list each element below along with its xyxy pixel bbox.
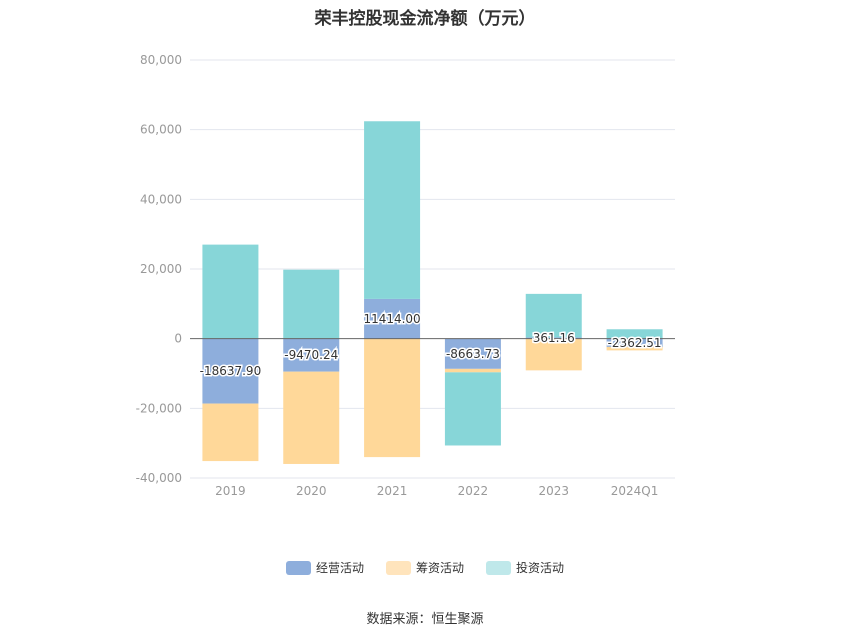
y-axis-ticks: -40,000 -20,000 0 20,000 40,000 60,000 80,000 — [136, 53, 182, 485]
bar-financing-2021[interactable] — [364, 338, 421, 458]
legend-item-operating[interactable]: 经营活动 — [285, 559, 364, 576]
data-label-operating: -18637.90 — [200, 364, 262, 378]
legend-label-investing: 投资活动 — [516, 561, 565, 575]
bar-investing-2020[interactable] — [283, 269, 340, 339]
bar-financing-2024Q1[interactable] — [606, 346, 663, 351]
y-tick-label: -40,000 — [136, 471, 182, 485]
legend-label-operating: 经营活动 — [315, 561, 364, 575]
x-tick-label: 2024Q1 — [611, 484, 659, 498]
bar-investing-2019[interactable] — [202, 244, 259, 339]
legend-label-financing: 筹资活动 — [415, 561, 464, 575]
y-tick-label: 40,000 — [140, 192, 182, 206]
legend-swatch-financing — [385, 560, 411, 575]
x-tick-label: 2023 — [538, 484, 569, 498]
x-tick-label: 2021 — [377, 484, 408, 498]
data-labels: -18637.90 -9470.24 11414.00 -8663.73 361.16 -… — [198, 310, 663, 379]
legend: 经营活动 筹资活动 投资活动 — [0, 559, 850, 576]
x-axis-ticks: 2019 2020 2021 2022 2023 2024Q1 — [215, 484, 658, 498]
x-tick-label: 2022 — [458, 484, 489, 498]
chart-title: 荣丰控股现金流净额（万元） — [314, 9, 536, 29]
y-tick-label: 60,000 — [140, 123, 182, 137]
data-label-operating: -2362.51 — [608, 336, 662, 350]
bar-operating-2023[interactable] — [525, 337, 582, 339]
bar-financing-2019[interactable] — [202, 403, 259, 462]
bar-financing-2022[interactable] — [444, 368, 501, 373]
legend-item-financing[interactable]: 筹资活动 — [385, 559, 464, 576]
gridlines — [190, 59, 675, 479]
bar-operating-2020[interactable] — [283, 338, 340, 372]
bar-financing-2023[interactable] — [525, 338, 582, 371]
y-tick-label: 20,000 — [140, 262, 182, 276]
legend-item-investing[interactable]: 投资活动 — [486, 559, 564, 576]
data-source: 数据来源：恒生聚源 — [366, 612, 484, 627]
data-label-operating: -8663.73 — [446, 347, 500, 361]
bar-operating-2021[interactable] — [364, 298, 421, 339]
bar-operating-2022[interactable] — [444, 338, 501, 369]
bar-investing-2024Q1[interactable] — [606, 329, 663, 339]
data-label-operating: 361.16 — [533, 331, 575, 345]
y-tick-label: 0 — [174, 332, 182, 346]
bar-investing-2021[interactable] — [364, 121, 421, 299]
x-tick-label: 2019 — [215, 484, 246, 498]
bar-investing-2022[interactable] — [444, 372, 501, 446]
data-label-operating: -9470.24 — [284, 348, 338, 362]
legend-swatch-investing — [486, 560, 511, 575]
y-tick-label: -20,000 — [136, 401, 182, 415]
y-tick-label: 80,000 — [140, 53, 182, 67]
bar-operating-2019[interactable] — [202, 338, 259, 404]
bar-financing-2020[interactable] — [283, 371, 340, 464]
bars — [202, 121, 663, 464]
x-tick-label: 2020 — [296, 484, 327, 498]
legend-swatch-operating — [285, 560, 311, 575]
data-label-operating: 11414.00 — [363, 312, 420, 326]
bar-investing-2023[interactable] — [525, 293, 582, 338]
bar-operating-2024Q1[interactable] — [606, 338, 663, 347]
